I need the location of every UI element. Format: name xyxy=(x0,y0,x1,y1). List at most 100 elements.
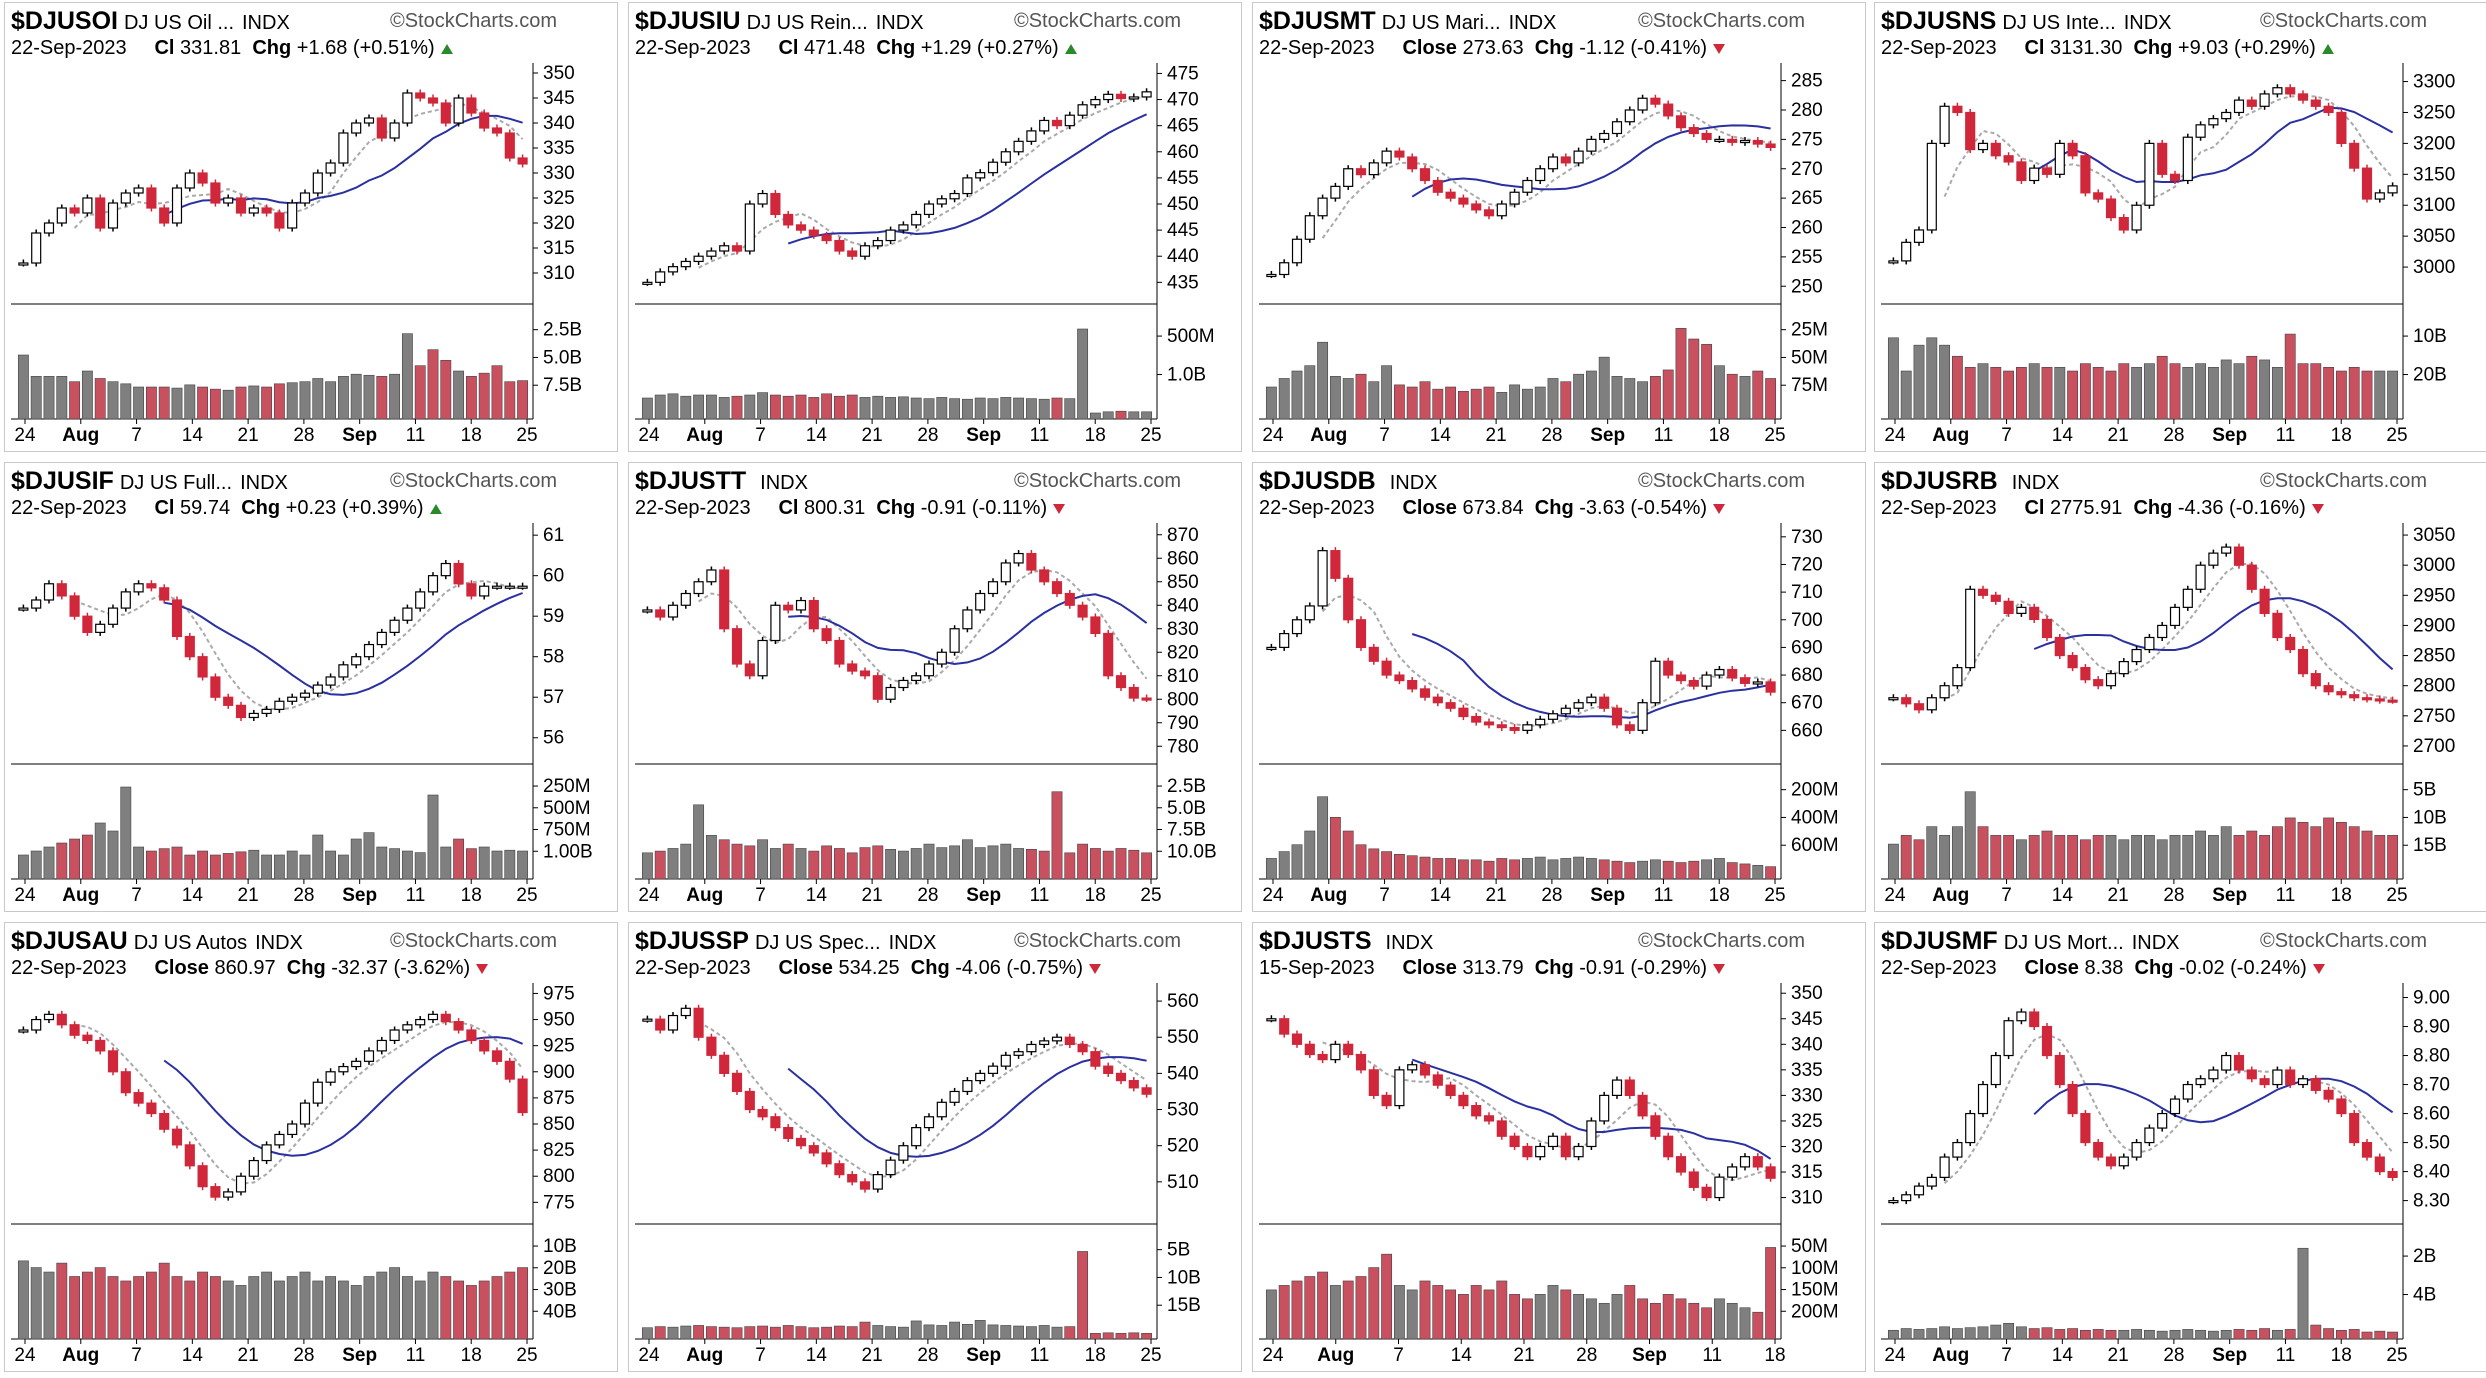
volume-bar xyxy=(158,386,170,420)
x-tick-label: 21 xyxy=(1513,1345,1534,1366)
chart-panel[interactable]: $DJUSNS DJ US Inte... INDX ©StockCharts.com… xyxy=(1874,2,2486,452)
candle xyxy=(2169,170,2181,185)
candle xyxy=(82,612,93,636)
price-label: Cl xyxy=(2024,37,2045,59)
volume-bar xyxy=(910,848,922,880)
candle xyxy=(2361,164,2373,203)
volume-bar xyxy=(1739,376,1751,420)
vol-tick-label: 10B xyxy=(2413,326,2447,347)
change-value: -0.91 (-0.29%) xyxy=(1579,957,1708,979)
y-tick-label: 265 xyxy=(1791,188,1823,209)
chart-panel[interactable]: $DJUSOI DJ US Oil ... INDX ©StockCharts.com… xyxy=(4,2,618,452)
chart-panel[interactable]: $DJUSIU DJ US Rein... INDX ©StockCharts.com… xyxy=(628,2,1242,452)
chart-panel[interactable]: $DJUSRB INDX ©StockCharts.com 22-Sep-2023 C… xyxy=(1874,462,2486,912)
chart-panel[interactable]: $DJUSIF DJ US Full... INDX ©StockCharts.com… xyxy=(4,462,618,912)
candle xyxy=(1624,106,1635,126)
candle xyxy=(1317,547,1328,610)
candle xyxy=(1624,1076,1635,1099)
candle xyxy=(1039,566,1050,586)
volume-bar xyxy=(1585,1298,1597,1340)
vol-tick-label: 20B xyxy=(543,1258,577,1279)
candle xyxy=(2182,585,2193,611)
chart-panel[interactable]: $DJUSAU DJ US Autos INDX ©StockCharts.com 22… xyxy=(4,922,618,1372)
candle xyxy=(859,242,871,260)
volume-bar xyxy=(795,394,807,420)
y-tick-label: 8.60 xyxy=(2413,1104,2450,1125)
volume-bar xyxy=(1077,843,1089,880)
volume-bar xyxy=(961,1324,973,1340)
volume-bar xyxy=(133,1276,145,1340)
candle xyxy=(56,1010,67,1029)
volume-bar xyxy=(846,852,858,880)
volume-bar xyxy=(1713,1298,1725,1340)
candle xyxy=(2259,90,2270,110)
chart-panel[interactable]: $DJUSTS INDX ©StockCharts.com 15-Sep-2023 C… xyxy=(1252,922,1866,1372)
volume-bar xyxy=(641,397,653,420)
candle xyxy=(783,210,794,229)
down-arrow-icon xyxy=(1713,503,1726,514)
volume-bar xyxy=(2374,1330,2386,1340)
candle xyxy=(1103,90,1114,104)
chart-panel[interactable]: $DJUSMF DJ US Mort... INDX ©StockCharts.com… xyxy=(1874,922,2486,1372)
y-tick-label: 3000 xyxy=(2413,257,2455,278)
candle xyxy=(2246,96,2257,110)
volume-bar xyxy=(1649,376,1661,420)
x-tick-label: Sep xyxy=(966,1345,1001,1366)
candle xyxy=(859,1178,871,1193)
y-tick-label: 2750 xyxy=(2413,706,2455,727)
volume-bar xyxy=(1051,397,1063,420)
candle xyxy=(1522,176,1533,196)
volume-bar xyxy=(1990,1324,2002,1340)
volume-bar xyxy=(1637,860,1649,880)
vol-tick-label: 500M xyxy=(543,798,591,819)
volume-bar xyxy=(491,365,503,420)
candle xyxy=(69,592,80,620)
volume-bar xyxy=(376,1271,388,1340)
sma-long-line xyxy=(787,1056,1147,1158)
x-tick-label: 11 xyxy=(1654,885,1674,906)
vol-tick-label: 15B xyxy=(2413,835,2447,856)
x-tick-label: 24 xyxy=(1884,425,1906,446)
volume-bar xyxy=(744,1326,756,1340)
x-tick-label: 7 xyxy=(755,1345,766,1366)
x-tick-label: 25 xyxy=(1764,425,1785,446)
candle xyxy=(1650,657,1661,707)
volume-bar xyxy=(1317,1271,1329,1340)
y-tick-label: 690 xyxy=(1791,637,1823,658)
chart-panel[interactable]: $DJUSMT DJ US Mari... INDX ©StockCharts.com… xyxy=(1252,2,1866,452)
volume-bar xyxy=(69,381,81,420)
candle xyxy=(223,693,234,709)
candle xyxy=(757,636,768,680)
volume-bar xyxy=(872,395,884,420)
volume-bar xyxy=(1115,848,1127,880)
volume-bar xyxy=(2207,835,2219,880)
chart-panel[interactable]: $DJUSSP DJ US Spec... INDX ©StockCharts.com… xyxy=(628,922,1242,1372)
candle xyxy=(2118,1153,2129,1170)
y-tick-label: 860 xyxy=(1167,548,1199,569)
candle xyxy=(120,588,131,612)
candle xyxy=(949,1087,960,1106)
volume-bar xyxy=(1573,856,1585,880)
y-tick-label: 455 xyxy=(1167,168,1199,189)
chart-panel[interactable]: $DJUSDB INDX ©StockCharts.com 22-Sep-2023 C… xyxy=(1252,462,1866,912)
volume-bar xyxy=(1102,850,1114,880)
symbol: $DJUSTT xyxy=(635,467,747,495)
sma-short-line xyxy=(73,101,524,229)
chart-panel[interactable]: $DJUSTT INDX ©StockCharts.com 22-Sep-2023 C… xyxy=(628,462,1242,912)
candle xyxy=(898,1142,909,1164)
candle xyxy=(821,625,832,645)
candle xyxy=(184,169,195,192)
volume-bar xyxy=(2118,363,2130,420)
volume-bar xyxy=(923,398,935,420)
symbol-name: DJ US Inte... xyxy=(2002,12,2116,34)
y-tick-label: 540 xyxy=(1167,1063,1199,1084)
y-tick-label: 810 xyxy=(1167,666,1199,687)
candle xyxy=(1394,671,1405,685)
candle xyxy=(235,1172,247,1196)
volume-bar xyxy=(757,839,769,880)
candle xyxy=(479,582,490,600)
chart-header: $DJUSOI DJ US Oil ... INDX ©StockCharts.com… xyxy=(5,3,617,63)
candle xyxy=(1432,1071,1443,1089)
x-tick-label: 18 xyxy=(461,885,482,906)
candle xyxy=(1901,238,1912,265)
